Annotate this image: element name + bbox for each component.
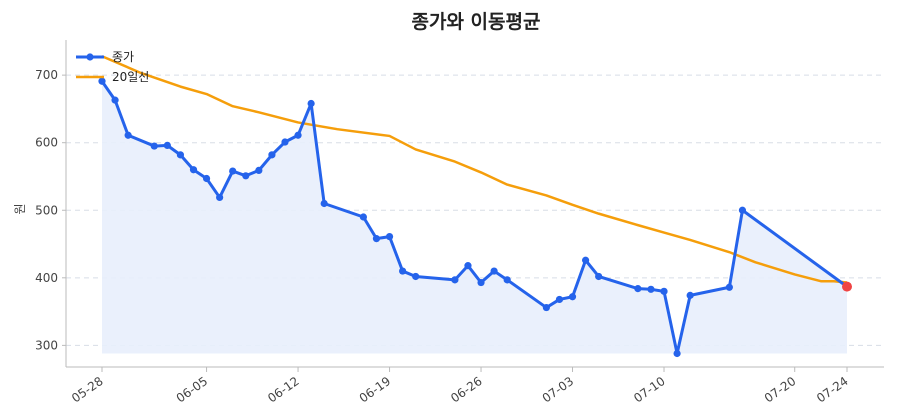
close-point-06-05 bbox=[202, 174, 211, 183]
close-point-05-30 bbox=[124, 131, 132, 139]
close-point-06-26 bbox=[477, 278, 485, 287]
x-tick-label-07-24: 07-24 bbox=[814, 374, 851, 405]
close-point-05-29 bbox=[111, 96, 119, 104]
close-point-06-01 bbox=[150, 142, 158, 150]
x-tick-label-06-12: 06-12 bbox=[265, 374, 302, 405]
close-point-06-14 bbox=[320, 199, 328, 208]
close-point-07-15 bbox=[725, 283, 733, 291]
close-point-06-18 bbox=[372, 235, 381, 243]
close-point-07-11 bbox=[673, 349, 681, 358]
close-point-07-09 bbox=[647, 285, 655, 293]
close-point-06-17 bbox=[359, 213, 368, 221]
close-point-07-10 bbox=[660, 287, 668, 295]
close-area-fill bbox=[102, 81, 847, 354]
close-point-06-03 bbox=[176, 151, 185, 159]
y-tick-label-400: 400 bbox=[35, 271, 58, 285]
close-point-06-10 bbox=[268, 151, 276, 159]
legend-label-close: 종가 bbox=[112, 50, 134, 64]
close-point-07-12 bbox=[686, 291, 694, 299]
close-point-07-01 bbox=[542, 303, 550, 312]
series-line-close bbox=[100, 80, 848, 355]
close-point-06-07 bbox=[229, 167, 237, 175]
close-point-06-19 bbox=[385, 233, 394, 241]
x-tick-label-07-20: 07-20 bbox=[762, 374, 799, 405]
y-tick-label-600: 600 bbox=[35, 136, 58, 150]
y-tick-label-700: 700 bbox=[35, 68, 58, 82]
close-point-07-04 bbox=[581, 256, 590, 264]
close-point-07-05 bbox=[595, 272, 603, 281]
x-tick-label-05-28: 05-28 bbox=[69, 374, 106, 405]
close-point-07-02 bbox=[555, 295, 564, 304]
close-point-06-08 bbox=[242, 172, 250, 180]
close-point-06-20 bbox=[399, 267, 407, 275]
close-point-06-24 bbox=[451, 276, 459, 284]
y-tick-label-300: 300 bbox=[35, 338, 58, 352]
x-tick-label-06-05: 06-05 bbox=[174, 374, 211, 405]
close-point-06-25 bbox=[464, 262, 472, 270]
y-axis-label: 원 bbox=[13, 203, 27, 214]
series-layer bbox=[98, 55, 852, 358]
x-tick-label-07-03: 07-03 bbox=[540, 374, 577, 405]
chart-title: 종가와 이동평균 bbox=[412, 11, 541, 33]
area-layer bbox=[102, 81, 847, 354]
x-tick-label-06-26: 06-26 bbox=[448, 374, 485, 405]
close-point-06-12 bbox=[294, 131, 302, 139]
close-point-07-16 bbox=[738, 206, 747, 214]
close-point-06-28 bbox=[503, 276, 511, 284]
close-point-06-13 bbox=[307, 99, 315, 108]
last-close-marker bbox=[842, 281, 852, 292]
close-point-06-06 bbox=[216, 193, 224, 202]
y-tick-label-500: 500 bbox=[35, 203, 58, 217]
close-point-06-21 bbox=[412, 272, 420, 281]
legend-label-ma20: 20일선 bbox=[112, 70, 149, 84]
close-point-06-11 bbox=[281, 138, 289, 146]
close-point-07-03 bbox=[568, 293, 577, 301]
x-tick-label-06-19: 06-19 bbox=[357, 374, 394, 405]
close-point-06-04 bbox=[189, 166, 198, 174]
close-point-06-09 bbox=[255, 166, 263, 174]
close-point-05-28 bbox=[98, 77, 106, 85]
x-tick-label-07-10: 07-10 bbox=[631, 374, 668, 405]
close-point-07-08 bbox=[634, 285, 642, 293]
legend: 종가 20일선 bbox=[76, 50, 149, 84]
legend-marker-close bbox=[86, 53, 94, 61]
close-point-06-27 bbox=[490, 267, 498, 275]
close-point-06-02 bbox=[163, 141, 171, 149]
series-line-ma20 bbox=[101, 55, 848, 284]
